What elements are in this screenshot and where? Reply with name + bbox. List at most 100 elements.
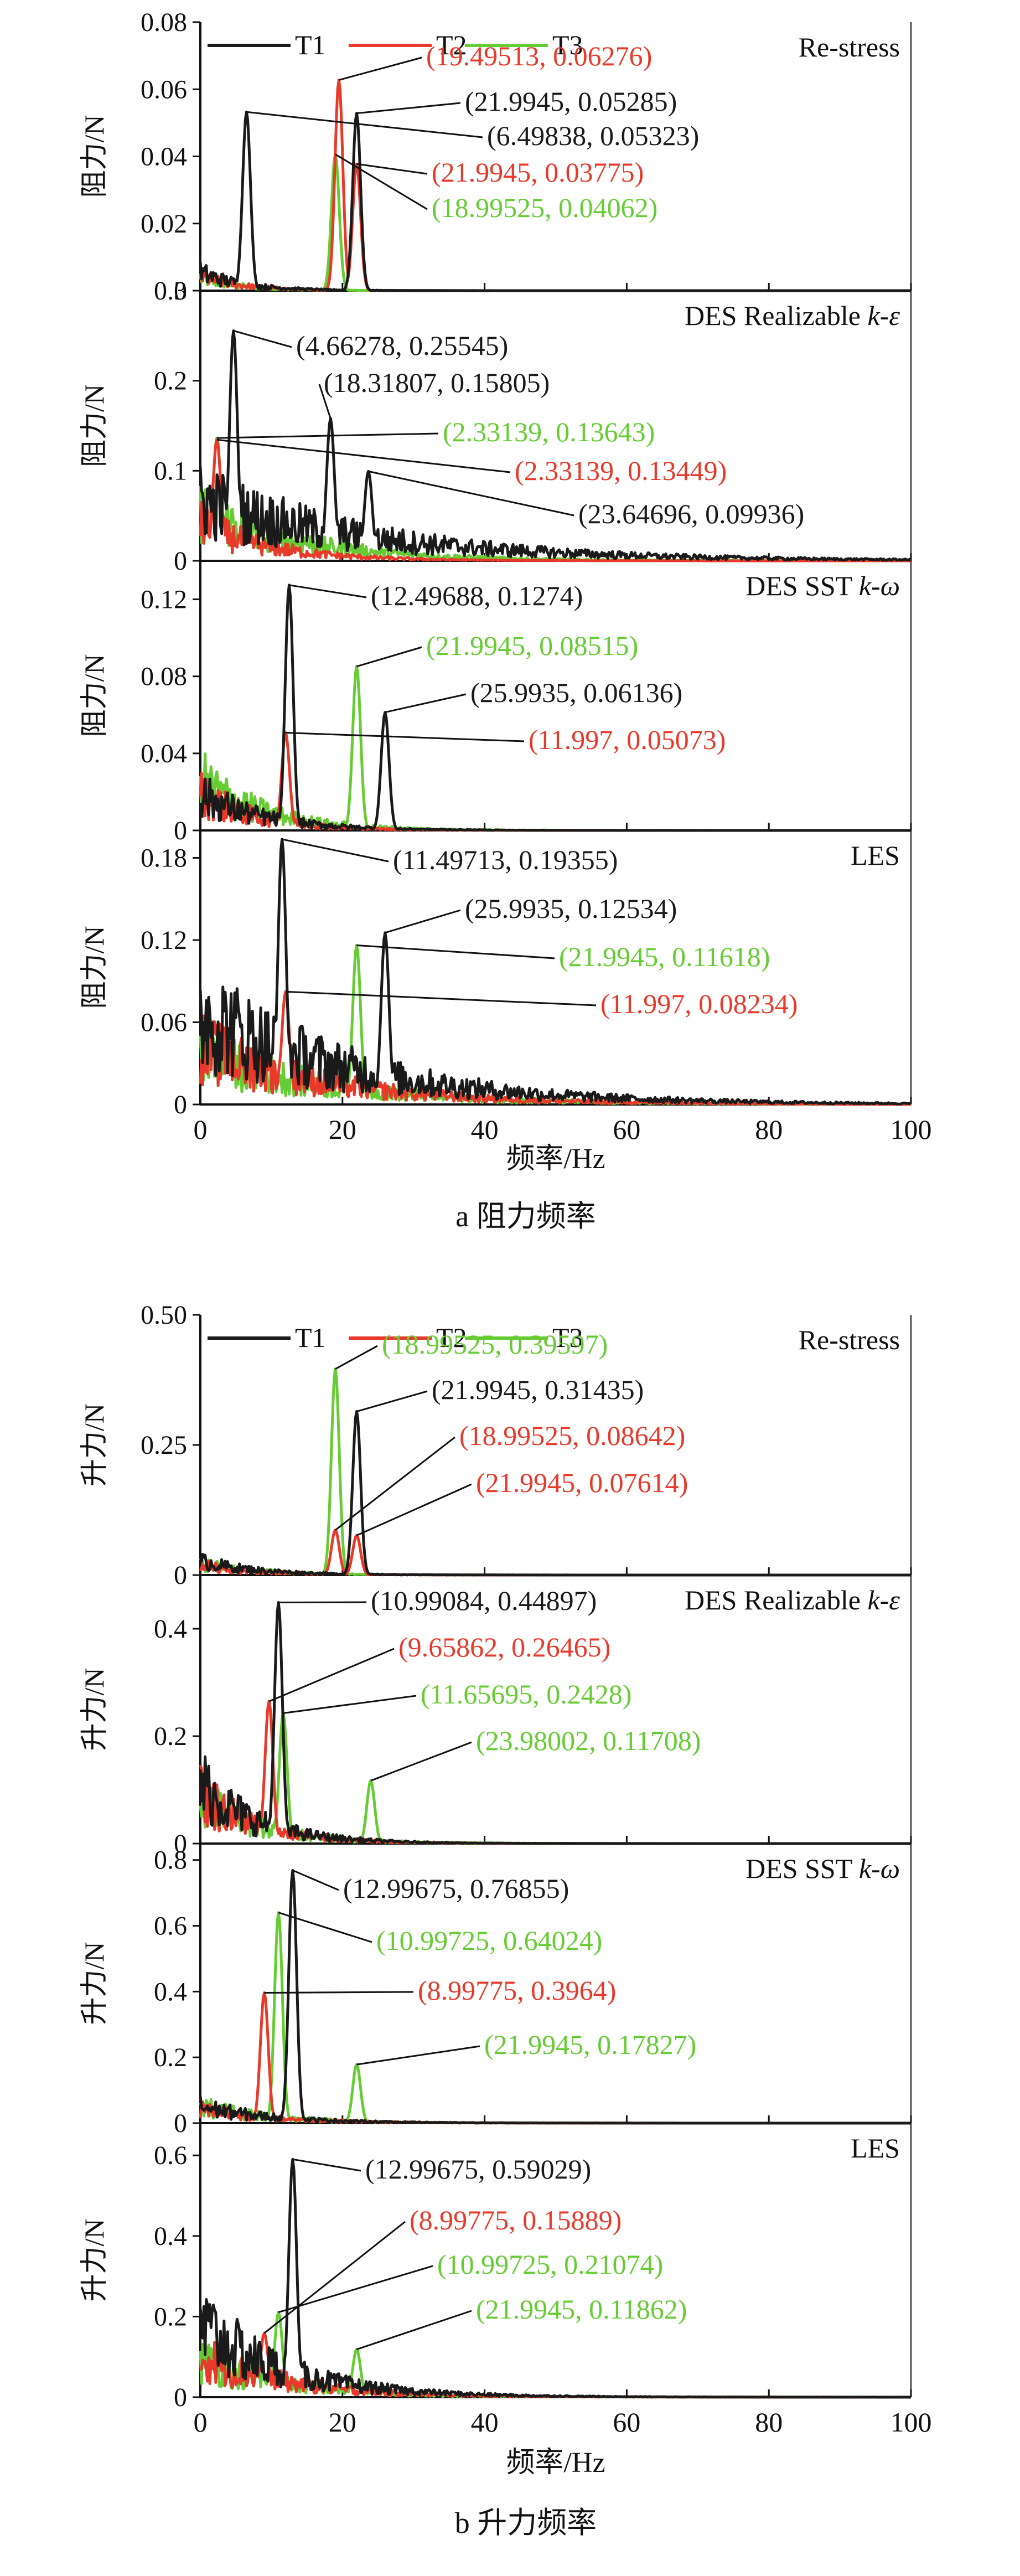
annotation-label: (2.33139, 0.13449) — [515, 455, 727, 486]
annotation-leader — [282, 838, 389, 863]
y-tick-label: 0.2 — [154, 2302, 187, 2331]
y-tick-label: 0.12 — [141, 926, 187, 955]
y-tick-label: 0.08 — [141, 662, 187, 691]
x-tick-label: 20 — [329, 2407, 356, 2438]
annotation-leader — [338, 56, 422, 81]
series-line-T1 — [199, 584, 912, 832]
y-tick-label: 0.18 — [141, 844, 187, 873]
y-tick-label: 0.6 — [154, 2141, 187, 2170]
annotation-leader — [356, 163, 428, 175]
subplot-b-3: 0 0.2 0.4 0.6 0.8 升力/N DES SST k-ω (12.99675, 0… — [79, 1844, 912, 2138]
y-tick-label: 0 — [174, 546, 187, 576]
annotation-label: (21.9945, 0.11862) — [476, 2294, 687, 2325]
annotation-label: (18.99525, 0.08642) — [459, 1420, 685, 1451]
series-line-T1 — [199, 110, 912, 292]
series-line-T1 — [199, 2157, 912, 2399]
annotation-leader — [335, 1345, 378, 1370]
annotation-leader — [289, 584, 367, 598]
annotation-label: (9.65862, 0.26465) — [398, 1632, 610, 1663]
annotation-label: (10.99725, 0.21074) — [437, 2249, 663, 2280]
annotation-leader — [356, 1390, 428, 1412]
subplot-b-2: 0 0.2 0.4 升力/N DES Realizable k-ε (10.99084, … — [79, 1575, 912, 1859]
x-axis-label-a: 频率/Hz — [506, 1143, 605, 1175]
series-line-T1 — [199, 838, 912, 1106]
y-axis-label: 阻力/N — [79, 926, 110, 1009]
subplot-title: DES Realizable k-ε — [685, 300, 900, 331]
legend-label: T3 — [552, 1322, 583, 1353]
x-tick-label: 0 — [194, 1114, 208, 1145]
y-tick-label: 0.6 — [154, 1912, 187, 1941]
annotation-leader — [292, 2158, 361, 2172]
annotation-leader — [356, 944, 555, 959]
y-axis-label: 升力/N — [79, 1942, 110, 2025]
annotation-label: (12.99675, 0.76855) — [343, 1873, 569, 1904]
annotation-label: (8.99775, 0.15889) — [410, 2205, 622, 2236]
x-tick-label: 60 — [613, 1114, 640, 1145]
subplot-title: LES — [851, 2133, 900, 2164]
annotation-label: (11.49713, 0.19355) — [393, 844, 618, 875]
y-tick-label: 0.2 — [154, 1722, 187, 1751]
x-tick-label: 20 — [329, 1114, 356, 1145]
annotation-label: (21.9945, 0.08515) — [426, 630, 638, 661]
annotation-label: (12.49688, 0.1274) — [371, 580, 583, 611]
subplot-a-1: 0 0.02 0.04 0.06 0.08 阻力/N Re-stress T1 T2 T3(19.… — [79, 8, 912, 306]
y-tick-label: 0 — [174, 1561, 187, 1590]
annotation-leader — [268, 1648, 395, 1702]
subplot-b-4: 0 0.2 0.4 0.6 0 20 40 60 80 100 升力/N LES (12.99675, … — [79, 2123, 932, 2438]
subplot-title: LES — [851, 840, 900, 871]
annotation-label: (23.64696, 0.09936) — [578, 498, 804, 529]
annotation-label: (11.997, 0.08234) — [600, 988, 798, 1019]
y-axis-label: 阻力/N — [79, 115, 110, 198]
y-tick-label: 0.2 — [154, 366, 187, 396]
subplot-title: DES SST k-ω — [745, 570, 900, 601]
series-line-T2 — [199, 438, 912, 562]
annotation-label: (25.9935, 0.06136) — [470, 677, 682, 708]
y-tick-label: 0.06 — [141, 1008, 187, 1037]
annotation-label: (18.31807, 0.15805) — [324, 367, 550, 398]
y-axis-label: 升力/N — [79, 1403, 110, 1486]
annotation-leader — [216, 432, 439, 439]
x-tick-label: 40 — [471, 1114, 499, 1145]
series-line-T1 — [199, 1601, 912, 1845]
annotation-label: (18.99525, 0.39597) — [382, 1329, 608, 1360]
annotation-leader — [356, 2310, 472, 2351]
annotation-leader — [233, 330, 292, 348]
x-tick-label: 0 — [194, 2407, 208, 2438]
y-tick-label: 0.1 — [154, 456, 187, 486]
annotation-leader — [385, 909, 461, 934]
annotation-leader — [356, 1483, 472, 1536]
y-tick-label: 0 — [174, 2383, 187, 2412]
annotation-leader — [385, 693, 467, 714]
annotation-leader — [278, 2265, 433, 2314]
y-tick-label: 0.12 — [141, 585, 187, 615]
legend-label: T3 — [552, 29, 583, 60]
subplot-title: DES SST k-ω — [745, 1853, 900, 1884]
y-tick-label: 0 — [174, 276, 187, 306]
x-axis-label-b: 频率/Hz — [506, 2447, 605, 2479]
x-tick-label: 60 — [613, 2407, 640, 2438]
annotation-leader — [334, 1436, 455, 1531]
series-line-T2 — [199, 1700, 912, 1845]
y-tick-label: 0.08 — [141, 8, 187, 37]
y-tick-label: 0 — [174, 1090, 187, 1119]
annotation-label: (19.49513, 0.06276) — [426, 40, 652, 71]
x-tick-label: 100 — [890, 2407, 932, 2438]
annotation-leader — [356, 646, 422, 668]
annotation-leader — [283, 1695, 417, 1714]
y-axis-label: 升力/N — [79, 2219, 110, 2302]
annotation-leader — [335, 153, 428, 210]
annotation-leader — [278, 1912, 372, 1943]
annotation-leader — [318, 384, 332, 419]
annotation-label: (6.49838, 0.05323) — [487, 120, 699, 151]
annotation-label: (11.997, 0.05073) — [529, 724, 726, 755]
subplot-title: DES Realizable k-ε — [685, 1584, 900, 1615]
annotation-label: (25.9935, 0.12534) — [465, 893, 677, 924]
annotation-leader — [356, 2045, 480, 2066]
y-axis-label: 升力/N — [79, 1668, 110, 1751]
x-tick-label: 80 — [755, 2407, 783, 2438]
x-tick-label: 40 — [471, 2407, 499, 2438]
annotation-label: (21.9945, 0.17827) — [484, 2029, 696, 2060]
y-tick-label: 0.02 — [141, 209, 187, 239]
y-tick-label: 0.06 — [141, 75, 187, 104]
